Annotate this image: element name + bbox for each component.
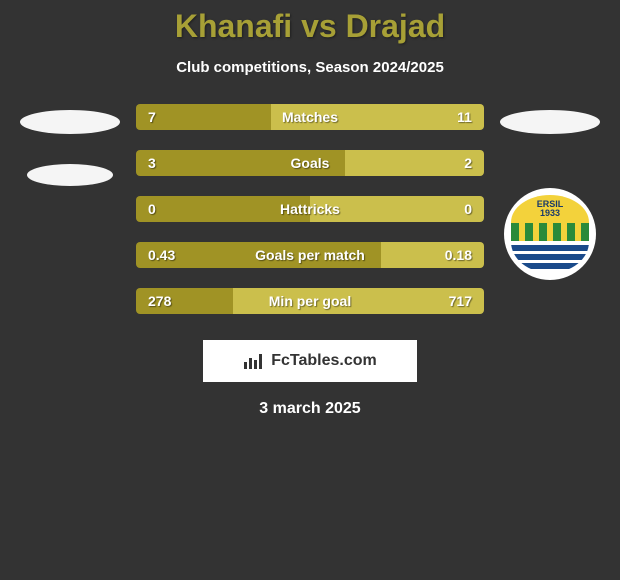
stat-value-right: 717 <box>449 293 472 309</box>
player-avatar-placeholder <box>20 110 120 134</box>
badge-stripes <box>511 223 589 241</box>
badge-top: ERSIL 1933 <box>511 195 589 223</box>
stat-bar-right: 717 <box>233 288 484 314</box>
stat-bar-left: 278 <box>136 288 233 314</box>
stat-bar: 00Hattricks <box>136 196 484 222</box>
bars-icon <box>243 352 265 370</box>
comparison-card: Khanafi vs Drajad Club competitions, Sea… <box>0 0 620 418</box>
stat-bar-left: 0.43 <box>136 242 381 268</box>
main-row: 711Matches32Goals00Hattricks0.430.18Goal… <box>0 104 620 334</box>
wave-line <box>511 245 589 251</box>
right-player-col: ERSIL 1933 <box>490 104 610 280</box>
stat-bar-left: 0 <box>136 196 310 222</box>
stat-bar-right: 0.18 <box>381 242 484 268</box>
badge-year: 1933 <box>540 209 560 218</box>
stat-bar-left: 7 <box>136 104 271 130</box>
club-badge: ERSIL 1933 <box>504 188 596 280</box>
club-logo-placeholder <box>27 164 113 186</box>
date-text: 3 march 2025 <box>0 400 620 418</box>
badge-waves <box>511 241 589 273</box>
stats-bars: 711Matches32Goals00Hattricks0.430.18Goal… <box>130 104 490 334</box>
stat-bar-right: 11 <box>271 104 484 130</box>
left-player-col <box>10 104 130 186</box>
page-title: Khanafi vs Drajad <box>0 8 620 45</box>
stat-bar: 278717Min per goal <box>136 288 484 314</box>
player-avatar-placeholder <box>500 110 600 134</box>
stat-bar-left: 3 <box>136 150 345 176</box>
stat-value-left: 0.43 <box>148 247 175 263</box>
stat-value-left: 3 <box>148 155 156 171</box>
stat-value-right: 11 <box>457 109 472 125</box>
stat-value-right: 0 <box>464 201 472 217</box>
stat-bar: 711Matches <box>136 104 484 130</box>
stat-value-left: 278 <box>148 293 171 309</box>
stat-value-right: 2 <box>464 155 472 171</box>
club-badge-inner: ERSIL 1933 <box>511 195 589 273</box>
stat-value-left: 0 <box>148 201 156 217</box>
wave-line <box>511 263 589 269</box>
page-subtitle: Club competitions, Season 2024/2025 <box>0 59 620 76</box>
stat-bar-right: 2 <box>345 150 484 176</box>
stat-value-left: 7 <box>148 109 156 125</box>
brand-footer: FcTables.com <box>203 340 417 382</box>
stat-bar-right: 0 <box>310 196 484 222</box>
brand-text: FcTables.com <box>271 352 377 370</box>
stat-value-right: 0.18 <box>445 247 472 263</box>
stat-bar: 0.430.18Goals per match <box>136 242 484 268</box>
wave-line <box>511 254 589 260</box>
stat-bar: 32Goals <box>136 150 484 176</box>
